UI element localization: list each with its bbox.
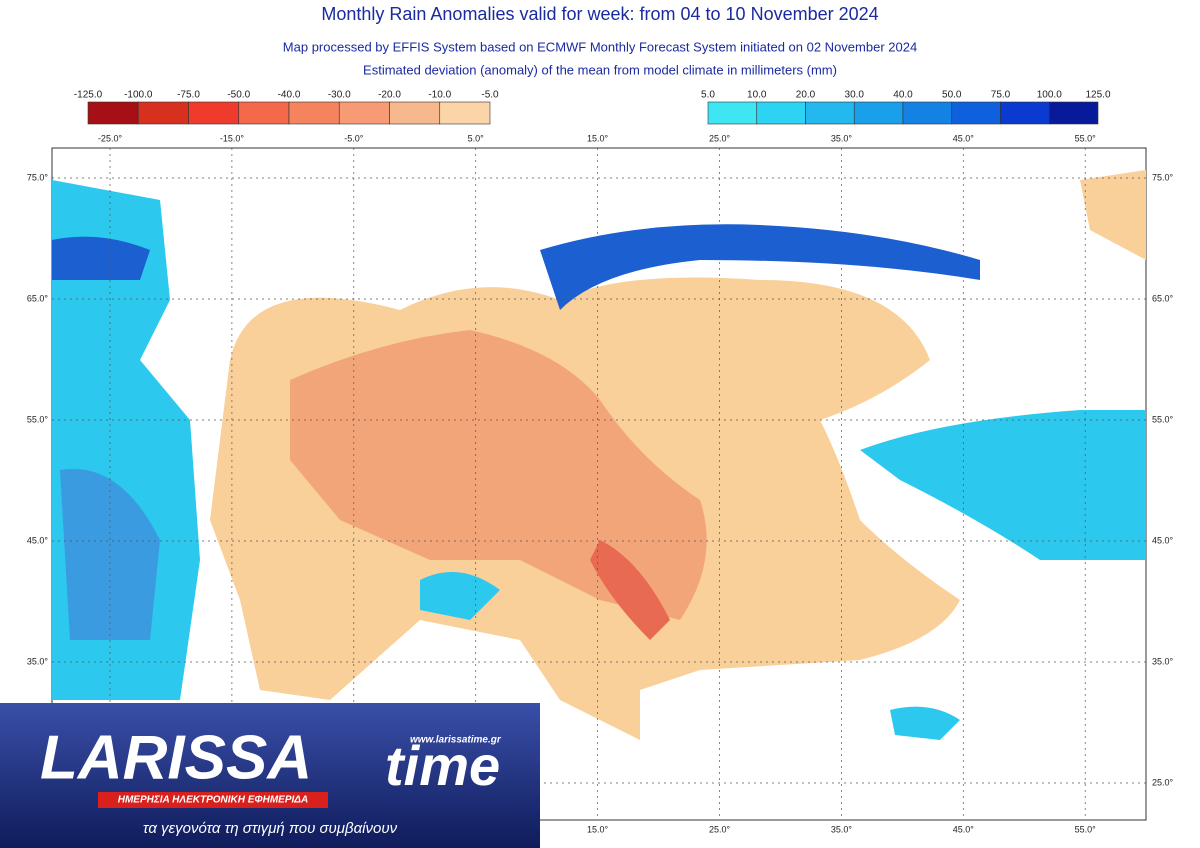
latitude-label: 45.0° [1152,535,1174,545]
latitude-label: 45.0° [27,535,49,545]
legend: -125.0 -100.0 -75.0 -50.0 -40.0 -30.0 -20.0 -10… [74,90,1111,125]
latitude-label: 55.0° [27,414,49,424]
wet-med [420,572,500,620]
title: Monthly Rain Anomalies valid for week: f… [321,4,878,24]
wet-saudi [890,706,960,740]
legend-swatch [1000,101,1050,125]
wet-east [860,410,1146,560]
latitude-label: 75.0° [27,172,49,182]
longitude-label: 45.0° [953,824,975,834]
legend-label: 20.0 [796,90,816,101]
latitude-label: 25.0° [1152,777,1174,787]
latitude-label: 35.0° [1152,656,1174,666]
legend-swatch [951,101,1001,125]
legend-label: -100.0 [124,90,153,101]
logo-suffix: time [385,734,500,797]
longitude-label: 35.0° [831,824,853,834]
legend-swatch [1048,101,1099,125]
longitude-label: -25.0° [98,133,123,143]
latitude-label: 35.0° [27,656,49,666]
dry-balkans [590,540,670,640]
longitude-label: 55.0° [1075,133,1097,143]
longitude-label: 35.0° [831,133,853,143]
legend-label: 40.0 [893,90,913,101]
longitude-label: 15.0° [587,133,609,143]
legend-label: 125.0 [1085,90,1110,101]
description: Estimated deviation (anomaly) of the mea… [363,62,837,77]
longitude-label: 5.0° [468,133,485,143]
legend-swatch [338,101,390,125]
legend-label: 75.0 [991,90,1011,101]
longitude-label: -15.0° [220,133,245,143]
legend-label: -40.0 [278,90,301,101]
subtitle: Map processed by EFFIS System based on E… [283,39,917,54]
logo-name: LARISSA [40,723,312,792]
legend-label: 50.0 [942,90,962,101]
legend-swatch [805,101,855,125]
logo-tagline: ΗΜΕΡΗΣΙΑ ΗΛΕΚΤΡΟΝΙΚΗ ΕΦΗΜΕΡΙΔΑ [118,795,308,806]
longitude-label: 25.0° [709,133,731,143]
legend-label: -5.0 [481,90,499,101]
legend-swatch [238,101,290,125]
legend-swatch [389,101,441,125]
legend-label: 30.0 [845,90,865,101]
legend-swatch [87,101,139,125]
longitude-label: 55.0° [1075,824,1097,834]
longitude-label: -5.0° [344,133,364,143]
wet-iceland [52,236,150,280]
logo-box [0,703,540,848]
logo-slogan: τα γεγονότα τη στιγμή που συμβαίνουν [143,820,398,837]
legend-swatch [756,101,806,125]
tagline-band [98,792,328,808]
longitude-label: 45.0° [953,133,975,143]
legend-label: -10.0 [428,90,451,101]
legend-label: 10.0 [747,90,767,101]
legend-swatch [902,101,953,125]
legend-swatch [853,101,904,125]
longitude-label: 25.0° [709,824,731,834]
legend-label: -20.0 [378,90,401,101]
legend-label: 5.0 [701,90,715,101]
latitude-label: 65.0° [27,293,49,303]
wet-norway [540,224,980,310]
legend-swatch [288,101,340,125]
legend-swatch [707,101,758,125]
longitude-label: 15.0° [587,824,609,834]
legend-label: -30.0 [328,90,351,101]
latitude-label: 65.0° [1152,293,1174,303]
logo-url: www.larissatime.gr [410,735,502,746]
legend-swatch [137,101,189,125]
latitude-label: 55.0° [1152,414,1174,424]
legend-label: -125.0 [74,90,103,101]
map: -25.0° -15.0° -5.0° 5.0° 15.0° 25.0° 35.0° 45.0… [27,133,1174,834]
latitude-label: 75.0° [1152,172,1174,182]
dry-north-east [1080,170,1146,260]
legend-label: -75.0 [177,90,200,101]
legend-swatch [188,101,240,125]
legend-label: 100.0 [1037,90,1062,101]
legend-label: -50.0 [227,90,250,101]
legend-swatch [439,101,491,125]
ocean-wet-core [60,468,160,640]
